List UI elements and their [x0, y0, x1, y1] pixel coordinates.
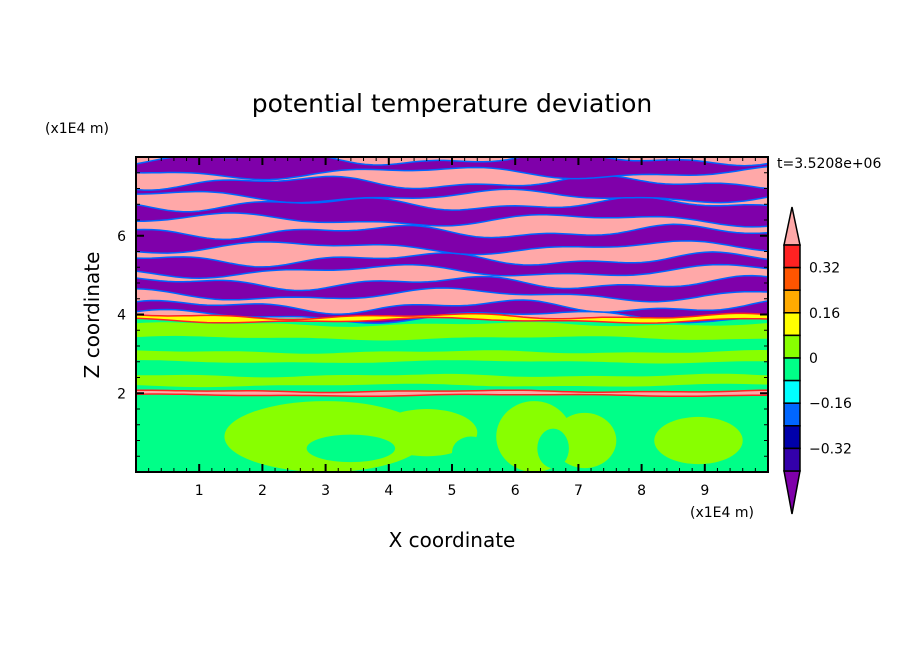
contour-region: [136, 157, 768, 181]
contour-region: [553, 412, 617, 469]
y-tick-label: 4: [117, 308, 126, 324]
contour-region: [654, 416, 743, 465]
colorbar-swatch: [783, 244, 801, 269]
contour-region: [136, 251, 768, 280]
x-axis-label: X coordinate: [389, 528, 516, 552]
colorbar-tick-label: 0.16: [809, 306, 840, 322]
contour-region: [376, 408, 478, 457]
y-tick-label: 6: [117, 229, 126, 245]
contour-field: [136, 157, 768, 472]
contour-region: [249, 416, 301, 465]
y-axis-label: Z coordinate: [80, 252, 104, 379]
x-tick-label: 7: [574, 483, 583, 499]
contour-region: [136, 223, 768, 256]
axis-ticks: 1 2 3 4 5 6 7 8 9 2 4 6: [117, 157, 768, 499]
colorbar-swatch: [783, 447, 801, 472]
chart-title: potential temperature deviation: [252, 89, 652, 118]
x-tick-label: 8: [637, 483, 646, 499]
contour-region: [136, 174, 768, 204]
x-tick-label: 5: [448, 483, 457, 499]
x-tick-label: 6: [511, 483, 520, 499]
colorbar: 0.32 0.16 0 −0.16 −0.32: [783, 206, 852, 515]
colorbar-swatch: [783, 425, 801, 450]
colorbar-tick-label: 0.32: [809, 261, 840, 277]
contour-region: [136, 312, 768, 324]
x-unit-label: (x1E4 m): [690, 505, 754, 521]
contour-region: [537, 428, 569, 469]
contour-region: [136, 389, 768, 398]
contour-region: [452, 436, 490, 469]
x-tick-label: 1: [195, 483, 204, 499]
contour-region: [136, 274, 768, 303]
colorbar-tick-label: −0.16: [809, 396, 852, 412]
colorbar-swatch: [783, 379, 801, 404]
time-label: t=3.5208e+06: [777, 156, 881, 172]
colorbar-swatch: [783, 357, 801, 382]
colorbar-swatch: [783, 334, 801, 359]
y-tick-label: 2: [117, 386, 126, 402]
contour-region: [136, 350, 768, 364]
contour-region: [136, 373, 768, 388]
colorbar-tick-label: −0.32: [809, 441, 852, 457]
colorbar-swatch: [783, 402, 801, 427]
colorbar-over-triangle: [783, 206, 801, 246]
colorbar-tick-label: 0: [809, 351, 818, 367]
x-tick-label: 4: [384, 483, 393, 499]
colorbar-swatch: [783, 266, 801, 291]
colorbar-swatch: [783, 312, 801, 337]
colorbar-swatch: [783, 289, 801, 314]
x-tick-label: 3: [321, 483, 330, 499]
colorbar-under-triangle: [783, 470, 801, 515]
x-tick-label: 2: [258, 483, 267, 499]
x-tick-label: 9: [700, 483, 709, 499]
contour-region: [136, 322, 768, 341]
contour-region: [306, 434, 396, 463]
y-unit-label: (x1E4 m): [45, 121, 109, 137]
